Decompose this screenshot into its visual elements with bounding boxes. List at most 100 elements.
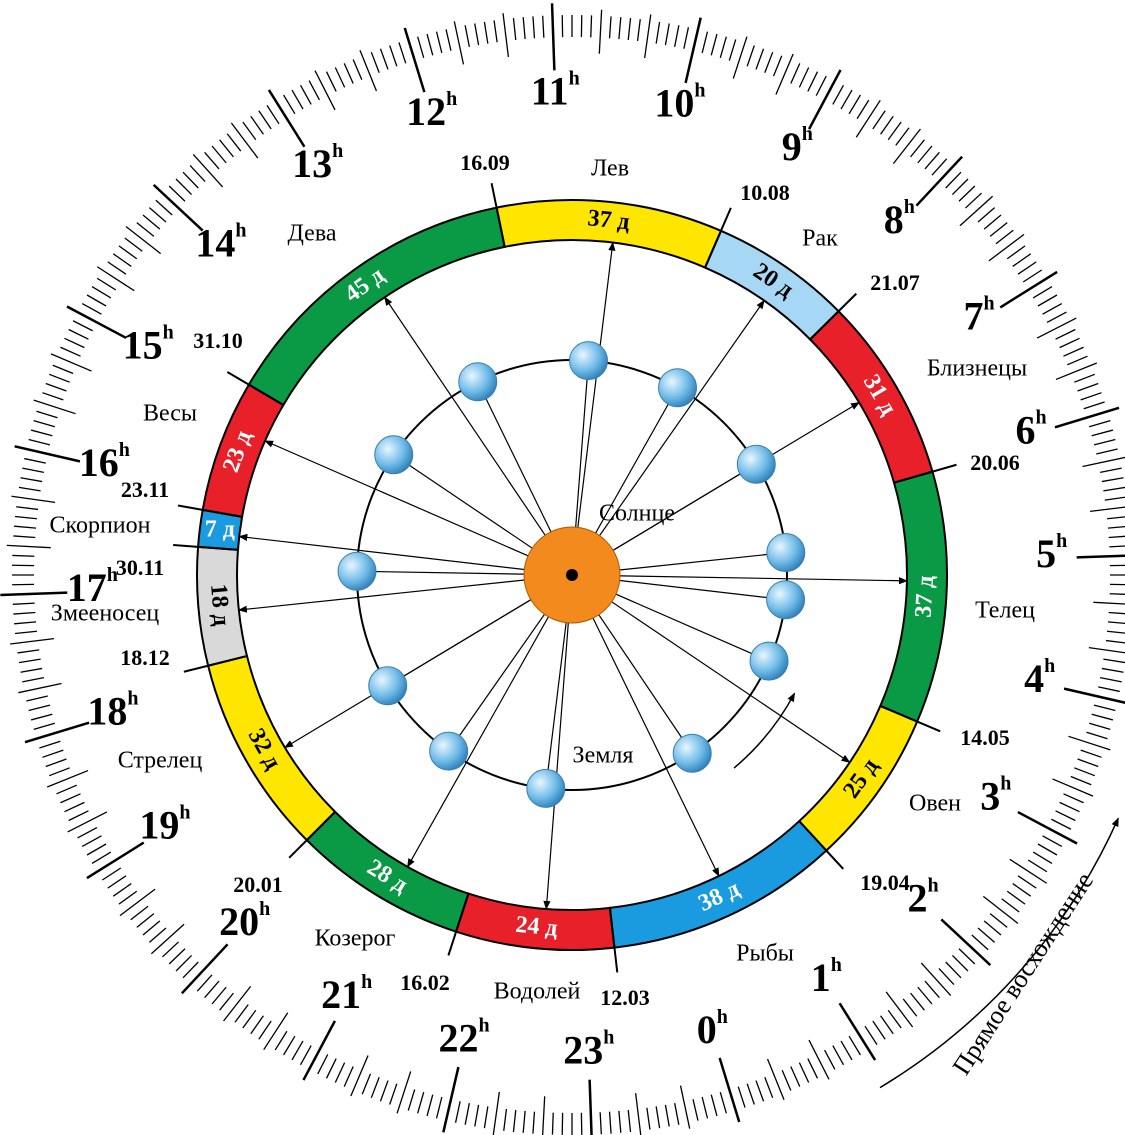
boundary-line: [490, 182, 506, 248]
scale-tick: [1096, 448, 1118, 455]
scale-tick: [242, 121, 257, 141]
sign-name: Стрелец: [118, 748, 203, 774]
scale-tick: [442, 1066, 460, 1133]
scale-tick: [96, 277, 117, 291]
sight-arrow: [543, 360, 590, 910]
scale-tick: [148, 927, 167, 943]
scale-tick: [136, 222, 155, 237]
scale-tick: [45, 758, 67, 768]
scale-tick: [136, 913, 155, 928]
scale-tick: [211, 986, 227, 1005]
sign-name: Рак: [802, 226, 838, 252]
scale-tick: [230, 122, 259, 159]
scale-tick: [824, 1049, 836, 1070]
hour-number: 6: [1015, 408, 1035, 453]
scale-tick: [175, 954, 193, 972]
scale-tick: [86, 841, 145, 880]
scale-tick: [64, 337, 85, 349]
scale-tick: [764, 1077, 774, 1099]
scale-tick: [130, 905, 149, 921]
scale-tick: [1093, 704, 1116, 712]
sight-arrow: [384, 296, 693, 754]
scale-tick: [983, 214, 1002, 230]
scale-tick: [1091, 429, 1114, 437]
scale-tick: [887, 1009, 902, 1029]
scale-tick: [728, 39, 737, 61]
scale-tick: [1042, 835, 1063, 848]
start-date: 19.04: [860, 870, 910, 895]
hour-number: 9: [782, 124, 802, 169]
scale-tick: [407, 1089, 416, 1111]
scale-tick: [389, 45, 398, 67]
hour-number: 19: [139, 803, 179, 848]
hour-number: 18: [87, 689, 127, 734]
hour-unit: h: [569, 67, 580, 89]
scale-tick: [14, 525, 37, 529]
scale-tick: [977, 927, 996, 943]
scale-tick: [13, 611, 36, 615]
scale-tick: [1088, 722, 1111, 730]
scale-tick: [1080, 392, 1102, 401]
earth: [337, 551, 377, 591]
hour-unit: h: [904, 196, 915, 218]
scale-tick: [692, 1099, 699, 1121]
scale-tick: [512, 17, 517, 41]
scale-tick: [18, 682, 62, 694]
scale-tick: [1091, 713, 1114, 721]
scale-tick: [1104, 496, 1125, 501]
hour-unit: h: [119, 439, 130, 461]
scale-tick: [18, 486, 41, 492]
earth: [672, 733, 712, 773]
sign-name: Весы: [143, 401, 197, 427]
scale-tick: [291, 89, 304, 110]
scale-tick: [958, 185, 976, 202]
scale-tick: [1101, 667, 1124, 673]
scale-tick: [343, 63, 354, 84]
boundary-line: [183, 655, 248, 673]
scale-tick: [64, 801, 85, 813]
scale-tick: [807, 1058, 819, 1079]
scale-tick: [352, 59, 363, 81]
sun-label: Солнце: [599, 501, 675, 527]
scale-tick: [781, 1069, 792, 1091]
hour-number: 0: [697, 1007, 717, 1052]
hour-unit: h: [802, 123, 813, 145]
scale-tick: [379, 48, 389, 70]
scale-tick: [1082, 456, 1125, 468]
sight-arrow: [264, 440, 770, 662]
scale-tick: [840, 89, 853, 110]
hour-number: 1: [811, 955, 831, 1000]
scale-tick: [737, 1086, 746, 1108]
scale-tick: [701, 31, 709, 54]
hour-unit: h: [1044, 655, 1055, 677]
scale-tick: [917, 986, 933, 1005]
hour-unit: h: [984, 292, 995, 314]
scale-tick: [30, 429, 53, 437]
scale-tick: [483, 1106, 489, 1129]
start-date: 14.05: [960, 725, 1010, 750]
scale-tick: [1006, 890, 1026, 905]
scale-tick: [119, 888, 156, 917]
scale-tick: [655, 1106, 661, 1129]
scale-tick: [258, 110, 272, 130]
scale-tick: [840, 1040, 853, 1061]
scale-tick: [13, 535, 36, 539]
scale-tick: [995, 229, 1014, 245]
scale-tick: [1017, 261, 1037, 275]
hour-label: 3h: [980, 772, 1011, 819]
hour-unit: h: [717, 1006, 728, 1028]
scale-tick: [14, 621, 37, 625]
scale-tick: [10, 637, 54, 645]
scale-tick: [732, 36, 748, 79]
scale-tick: [807, 71, 819, 92]
hour-number: 22: [438, 1016, 478, 1061]
hour-label: 21h: [321, 970, 372, 1017]
boundary-line: [288, 811, 336, 859]
scale-tick: [28, 704, 51, 712]
hour-label: 4h: [1024, 655, 1055, 702]
scale-tick: [1106, 630, 1125, 634]
scale-tick: [1080, 749, 1102, 758]
scale-tick: [512, 1109, 517, 1133]
scale-tick: [977, 207, 996, 223]
scale-tick: [24, 457, 46, 464]
